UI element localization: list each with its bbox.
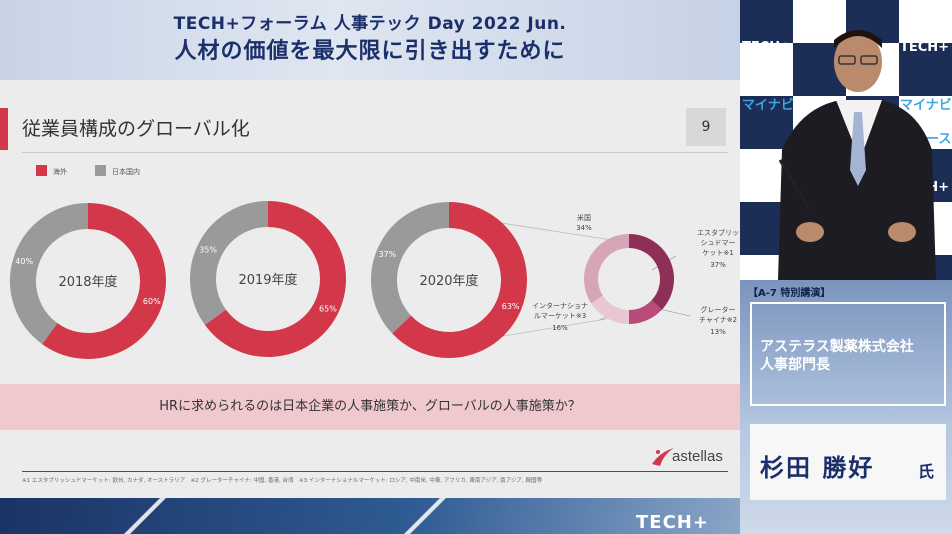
breakdown-label: 13% — [710, 328, 726, 336]
slice-value-label: 40% — [15, 257, 33, 266]
breakdown-slice — [584, 234, 630, 304]
title-accent-bar — [0, 108, 8, 150]
donut-slice-overseas — [204, 201, 346, 357]
breakdown-label: ルマーケット※3 — [534, 312, 586, 320]
astellas-swoosh-icon — [652, 448, 674, 466]
backdrop-tile — [793, 0, 846, 43]
question-banner: HRに求められるのは日本企業の人事施策か、グローバルの人事施策か？ — [0, 384, 740, 430]
donut-slice-overseas — [392, 202, 527, 358]
backdrop-logo: マイナビ — [900, 98, 952, 113]
breakdown-slice — [591, 295, 630, 324]
breakdown-slice — [628, 299, 662, 324]
legend-label-domestic: 日本国内 — [112, 168, 140, 176]
speaker-figure — [778, 30, 936, 280]
backdrop-logo: TECH+ — [742, 40, 792, 55]
event-subtitle: 人材の価値を最大限に引き出すために — [174, 39, 566, 64]
breakdown-label: 16% — [552, 324, 568, 332]
breakdown-label: インターナショナ — [532, 301, 588, 310]
bottom-logo: TECH+ — [636, 512, 709, 533]
event-header: TECH+フォーラム 人事テック Day 2022 Jun. 人材の価値を最大限… — [0, 0, 740, 80]
backdrop-logo: マイナビ — [742, 98, 794, 113]
bottom-brand-strip: TECH+ — [0, 498, 740, 534]
breakdown-label: エスタブリッ — [697, 228, 739, 237]
backdrop-logo: TECH+ — [900, 40, 950, 55]
slice-value-label: 37% — [378, 250, 396, 259]
donut-slice-overseas — [42, 203, 166, 359]
speaker-company: アステラス製薬株式会社 人事部門長 — [760, 338, 914, 374]
donut-slice-domestic — [190, 201, 269, 325]
company-logo: astellas — [650, 442, 730, 472]
donut-charts: 2018年度 2019年度 2020年度 60% 40% 65% 35% 63% 37% 米国… — [10, 201, 739, 359]
breakdown-label: シュドマー — [701, 239, 736, 247]
session-label: 【A-7 特別講演】 — [748, 288, 831, 299]
breakdown-slice — [628, 234, 674, 310]
donut-slice-domestic — [10, 203, 89, 345]
breakdown-label: 34% — [576, 224, 592, 232]
logo-text: astellas — [672, 448, 723, 465]
donut-center-label: 2018年度 — [58, 274, 117, 290]
backdrop-tile — [740, 96, 793, 149]
donut-center-label: 2020年度 — [419, 273, 478, 289]
legend-label-overseas: 海外 — [53, 168, 67, 176]
title-divider — [22, 152, 728, 153]
name-box: 杉田 勝好 氏 — [750, 424, 946, 500]
event-title: TECH+フォーラム 人事テック Day 2022 Jun. — [173, 14, 567, 34]
donut-center-label: 2019年度 — [238, 272, 297, 288]
backdrop-tile — [899, 43, 952, 96]
slide-footnote: ※1 エスタブリッシュドマーケット: 欧州, カナダ, オーストラリア ※2 グ… — [22, 478, 542, 484]
slice-value-label: 63% — [502, 302, 520, 311]
backdrop-tile — [899, 0, 952, 43]
legend-swatch-domestic — [95, 165, 106, 176]
slice-value-label: 60% — [143, 297, 161, 306]
legend-swatch-overseas — [36, 165, 47, 176]
backdrop-tile — [740, 43, 793, 96]
backdrop-tile — [740, 0, 793, 43]
backdrop-logo: TECH+ — [742, 180, 792, 195]
decor-stripe — [110, 498, 176, 534]
slice-value-label: 65% — [319, 305, 337, 314]
speaker-name: 杉田 勝好 — [760, 454, 875, 482]
breakdown-label: グレーター — [701, 305, 736, 314]
breakdown-label: チャイナ※2 — [699, 316, 737, 324]
slide-page-number: 9 — [686, 108, 726, 146]
speaker-honorific: 氏 — [918, 462, 935, 481]
footer-divider — [22, 471, 728, 472]
slice-value-label: 35% — [199, 245, 217, 254]
speaker-info-panel: 【A-7 特別講演】 アステラス製薬株式会社 人事部門長 杉田 勝好 氏 — [740, 280, 952, 534]
breakdown-label: 37% — [710, 261, 726, 269]
decor-stripe — [390, 498, 456, 534]
company-name: アステラス製薬株式会社 — [760, 339, 914, 355]
presentation-slide: 従業員構成のグローバル化 9 海外 日本国内 2018年度 2019年度 2020年… — [0, 80, 740, 498]
breakdown-label: ケット※1 — [702, 249, 733, 257]
donut-slice-domestic — [371, 202, 450, 334]
company-box: アステラス製薬株式会社 人事部門長 — [750, 302, 946, 406]
breakdown-label: 米国 — [577, 213, 591, 222]
speaker-position: 人事部門長 — [760, 357, 830, 373]
slide-title: 従業員構成のグローバル化 — [22, 118, 250, 140]
